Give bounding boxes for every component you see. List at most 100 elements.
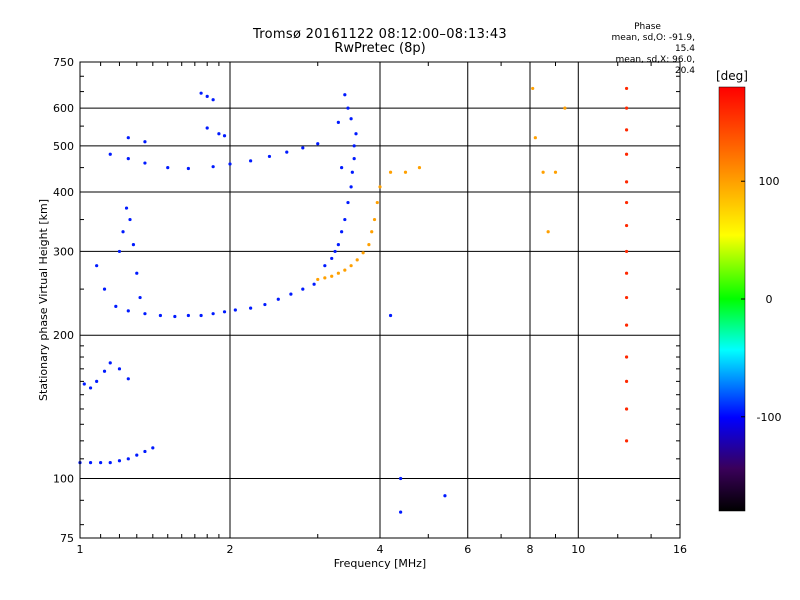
data-point — [102, 287, 107, 291]
data-point — [124, 206, 129, 210]
colorbar-label: [deg] — [716, 69, 748, 83]
data-point — [323, 276, 327, 280]
data-point — [267, 154, 272, 159]
data-point — [352, 157, 356, 161]
data-point — [624, 180, 629, 184]
data-point — [352, 144, 356, 148]
phase-stats-x: mean, sd,X: 96.0, 20.4 — [615, 55, 695, 76]
data-point — [126, 136, 130, 140]
data-point — [222, 310, 227, 314]
data-point — [375, 200, 379, 205]
data-point — [88, 386, 93, 390]
colorbar-tick-label: -100 — [757, 411, 782, 424]
data-point — [158, 313, 163, 318]
data-point — [289, 292, 293, 296]
data-point — [143, 140, 147, 144]
data-point — [624, 128, 629, 132]
colorbar — [718, 86, 746, 512]
data-point — [443, 494, 447, 498]
y-tick-label: 300 — [53, 245, 74, 258]
data-point — [143, 449, 147, 454]
data-point — [143, 312, 147, 316]
data-point — [346, 200, 350, 205]
data-point — [403, 170, 408, 174]
data-point — [354, 132, 358, 136]
data-point — [205, 94, 209, 99]
data-point — [340, 230, 344, 234]
data-point — [340, 166, 344, 170]
data-point — [343, 93, 347, 97]
data-point — [173, 314, 177, 319]
data-point — [350, 170, 354, 174]
data-point — [417, 166, 422, 170]
data-point — [199, 313, 203, 318]
data-point — [211, 98, 215, 102]
data-point — [624, 355, 629, 359]
data-point — [108, 361, 112, 365]
data-point — [388, 170, 393, 174]
data-point — [114, 304, 118, 308]
data-point — [370, 230, 374, 234]
x-tick-label: 10 — [571, 543, 585, 556]
data-point — [624, 86, 629, 91]
data-point — [121, 230, 125, 234]
chart-title: Tromsø 20161122 08:12:00–08:13:43 — [252, 27, 508, 42]
data-point — [361, 251, 365, 255]
phase-stats-header: Phase — [634, 22, 661, 32]
y-tick-label: 75 — [60, 532, 74, 545]
data-point — [249, 306, 253, 310]
data-point — [624, 295, 629, 300]
x-tick-label: 8 — [527, 543, 534, 556]
data-point — [108, 152, 112, 156]
plot-frame — [79, 61, 681, 539]
data-point — [205, 126, 209, 130]
data-point — [285, 150, 289, 154]
phase-stats-o: mean, sd,O: -91.9, 15.4 — [611, 33, 695, 54]
data-point — [624, 407, 629, 411]
data-point — [624, 152, 629, 156]
data-point — [95, 264, 99, 268]
data-point — [186, 313, 190, 318]
data-point — [126, 377, 130, 381]
y-tick-label: 400 — [53, 186, 74, 199]
data-point — [563, 106, 567, 110]
data-point — [546, 230, 550, 234]
data-point — [222, 134, 227, 138]
data-point — [117, 459, 122, 463]
data-point — [541, 170, 545, 174]
data-point — [126, 157, 130, 161]
data-point — [372, 217, 377, 222]
data-point — [88, 461, 93, 465]
data-point — [533, 136, 537, 140]
data-point — [99, 461, 103, 465]
data-point — [117, 249, 122, 254]
data-point — [343, 268, 347, 272]
data-point — [128, 217, 132, 222]
x-tick-label: 16 — [673, 543, 687, 556]
data-point — [336, 243, 340, 247]
data-point — [349, 117, 353, 121]
data-point — [330, 274, 334, 278]
x-tick-label: 4 — [377, 543, 384, 556]
data-point — [166, 166, 170, 170]
data-point — [349, 185, 353, 189]
data-point — [624, 200, 629, 205]
data-point — [343, 217, 347, 222]
data-point — [355, 258, 359, 262]
y-tick-label: 750 — [53, 56, 74, 69]
data-point — [228, 162, 232, 166]
data-point — [117, 367, 122, 371]
data-point — [624, 271, 629, 275]
x-axis-label: Frequency [MHz] — [334, 557, 426, 570]
data-point — [102, 369, 107, 373]
data-point — [316, 277, 320, 282]
data-point — [186, 166, 190, 171]
x-tick-label: 1 — [77, 543, 84, 556]
data-point — [233, 308, 237, 312]
y-tick-label: 100 — [53, 473, 74, 486]
data-point — [624, 323, 629, 327]
data-point — [263, 302, 267, 307]
x-tick-label: 6 — [464, 543, 471, 556]
data-point — [151, 446, 155, 450]
